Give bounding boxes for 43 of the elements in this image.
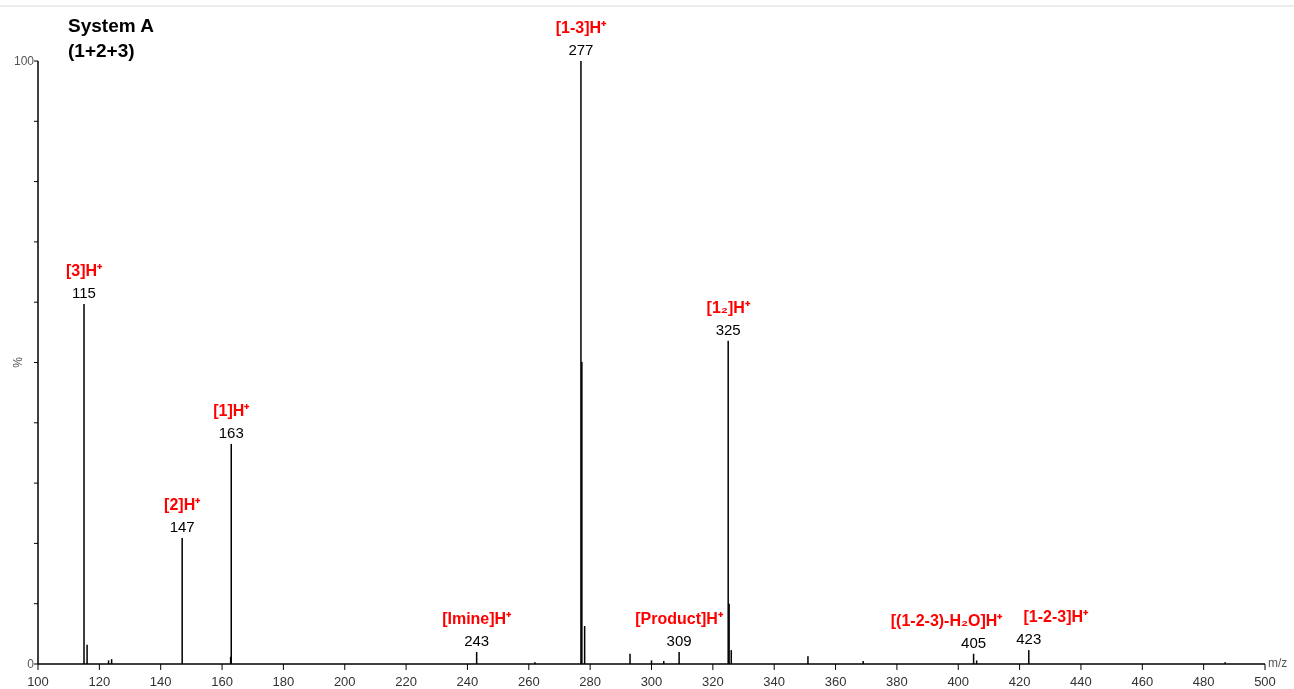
x-tick-label: 220 xyxy=(395,674,417,689)
x-tick-label: 140 xyxy=(149,674,172,689)
chart-title: System A (1+2+3) xyxy=(68,15,155,61)
x-tick-label: 340 xyxy=(763,674,786,689)
annotation: 243 xyxy=(464,631,490,649)
y-tick-label: 0 xyxy=(27,657,35,671)
x-tick-label: 180 xyxy=(272,674,295,689)
x-tick-label: 200 xyxy=(333,674,356,689)
x-tick-label: 360 xyxy=(824,674,847,689)
annotation: [1]H⁺ xyxy=(213,401,251,419)
annotation: [1-2-3]H⁺ xyxy=(1023,608,1090,626)
x-tick-label: 280 xyxy=(579,674,601,689)
x-tick-label: 440 xyxy=(1070,674,1092,689)
x-tick-label: 500 xyxy=(1254,674,1276,689)
annotation: 325 xyxy=(715,320,741,338)
x-tick-label: 480 xyxy=(1192,674,1215,689)
x-tick-label: 120 xyxy=(88,674,111,689)
x-tick-label: 420 xyxy=(1008,674,1031,689)
x-tick-label: 400 xyxy=(947,674,970,689)
annotation: [2]H⁺ xyxy=(164,495,202,513)
annotation: 277 xyxy=(568,41,594,58)
annotation: [Product]H⁺ xyxy=(635,609,724,627)
annotation: 147 xyxy=(169,517,195,535)
x-tick-label: 460 xyxy=(1131,674,1154,689)
annotation: [Imine]H⁺ xyxy=(442,609,513,627)
x-tick-label: 260 xyxy=(517,674,540,689)
annotation: 405 xyxy=(961,633,987,651)
annotation: 423 xyxy=(1016,630,1042,648)
x-tick-label: 300 xyxy=(640,674,663,689)
annotation: [1₂]H⁺ xyxy=(706,298,751,316)
annotation: [3]H⁺ xyxy=(65,262,104,280)
x-axis-title: m/z xyxy=(1268,656,1288,670)
x-tick-label: 160 xyxy=(211,674,233,689)
annotation: [1-3]H⁺ xyxy=(555,19,608,36)
x-tick-label: 320 xyxy=(702,674,724,689)
annotation: 309 xyxy=(666,631,692,649)
annotation: [(1-2-3)-H₂O]H⁺ xyxy=(890,611,1004,629)
annotation: 115 xyxy=(72,284,96,302)
annotation: 163 xyxy=(218,423,244,441)
x-tick-label: 240 xyxy=(456,674,479,689)
x-tick-label: 380 xyxy=(886,674,908,689)
x-tick-label: 100 xyxy=(27,674,49,689)
y-axis-title: % xyxy=(11,356,25,368)
